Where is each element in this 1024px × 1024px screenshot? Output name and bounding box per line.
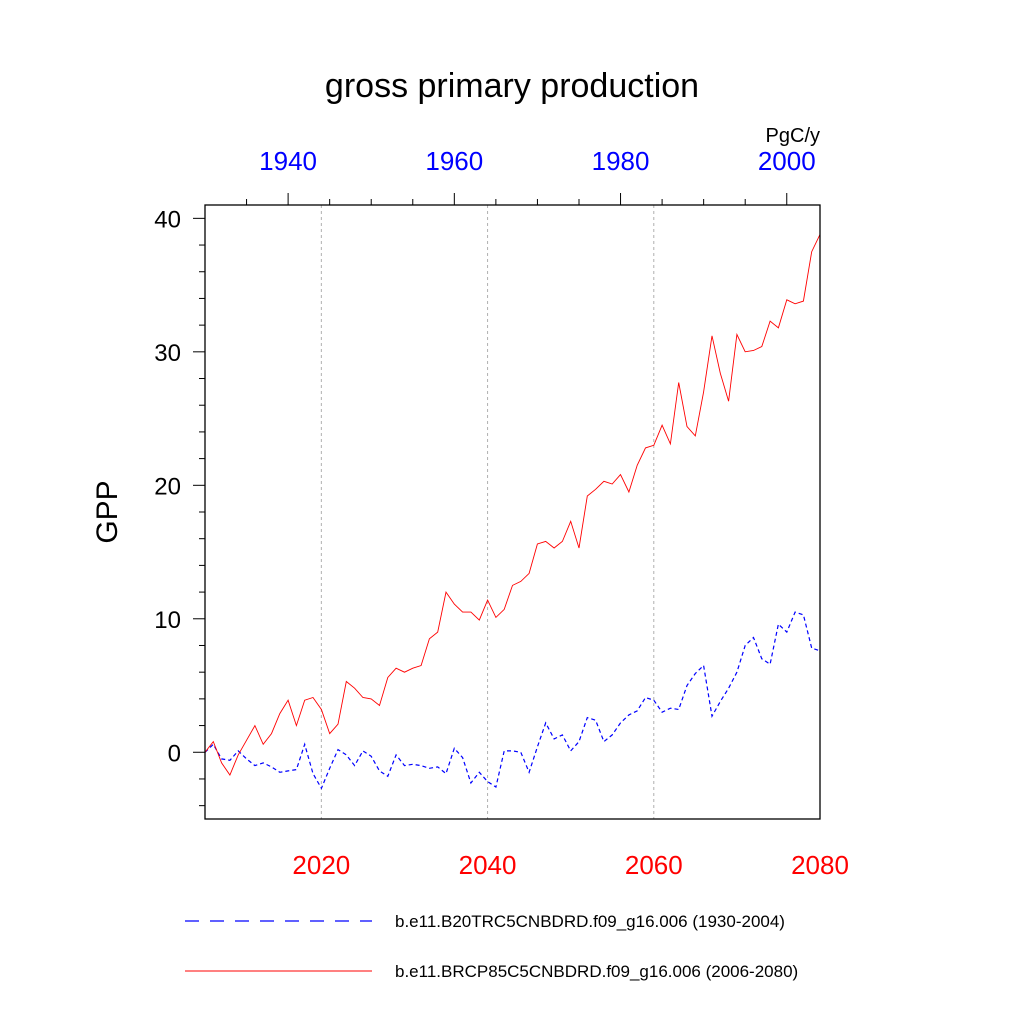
x-bottom-tick-label: 2040 bbox=[459, 850, 517, 880]
units-label: PgC/y bbox=[766, 125, 820, 147]
series-line-historical bbox=[204, 611, 821, 790]
y-axis-label: GPP bbox=[91, 480, 124, 543]
x-bottom-tick-label: 2060 bbox=[625, 850, 683, 880]
grid-lines bbox=[320, 205, 655, 819]
axis-ticks: 0 10 20 30 40 2020 2040 2060 2080 1940 1960 1980 200… bbox=[154, 146, 849, 880]
series-layer bbox=[204, 234, 821, 790]
x-bottom-tick-label: 2020 bbox=[292, 850, 350, 880]
y-tick-label: 0 bbox=[168, 740, 181, 767]
legend-label-1: b.e11.B20TRC5CNBDRD.f09_g16.006 (1930-20… bbox=[395, 912, 785, 931]
y-tick-label: 40 bbox=[154, 206, 181, 233]
x-top-tick-label: 1980 bbox=[592, 146, 650, 176]
x-top-tick-label: 2000 bbox=[758, 146, 816, 176]
legend: b.e11.B20TRC5CNBDRD.f09_g16.006 (1930-20… bbox=[185, 912, 798, 981]
y-tick-label: 30 bbox=[154, 340, 181, 367]
x-top-tick-label: 1960 bbox=[425, 146, 483, 176]
plot-frame bbox=[204, 204, 821, 820]
chart-title: gross primary production bbox=[325, 67, 699, 105]
y-tick-label: 20 bbox=[154, 473, 181, 500]
y-tick-label: 10 bbox=[154, 607, 181, 634]
series-line-rcp85 bbox=[204, 234, 821, 776]
x-top-tick-label: 1940 bbox=[259, 146, 317, 176]
legend-label-2: b.e11.BRCP85C5CNBDRD.f09_g16.006 (2006-2… bbox=[395, 962, 798, 981]
x-bottom-tick-label: 2080 bbox=[791, 850, 849, 880]
